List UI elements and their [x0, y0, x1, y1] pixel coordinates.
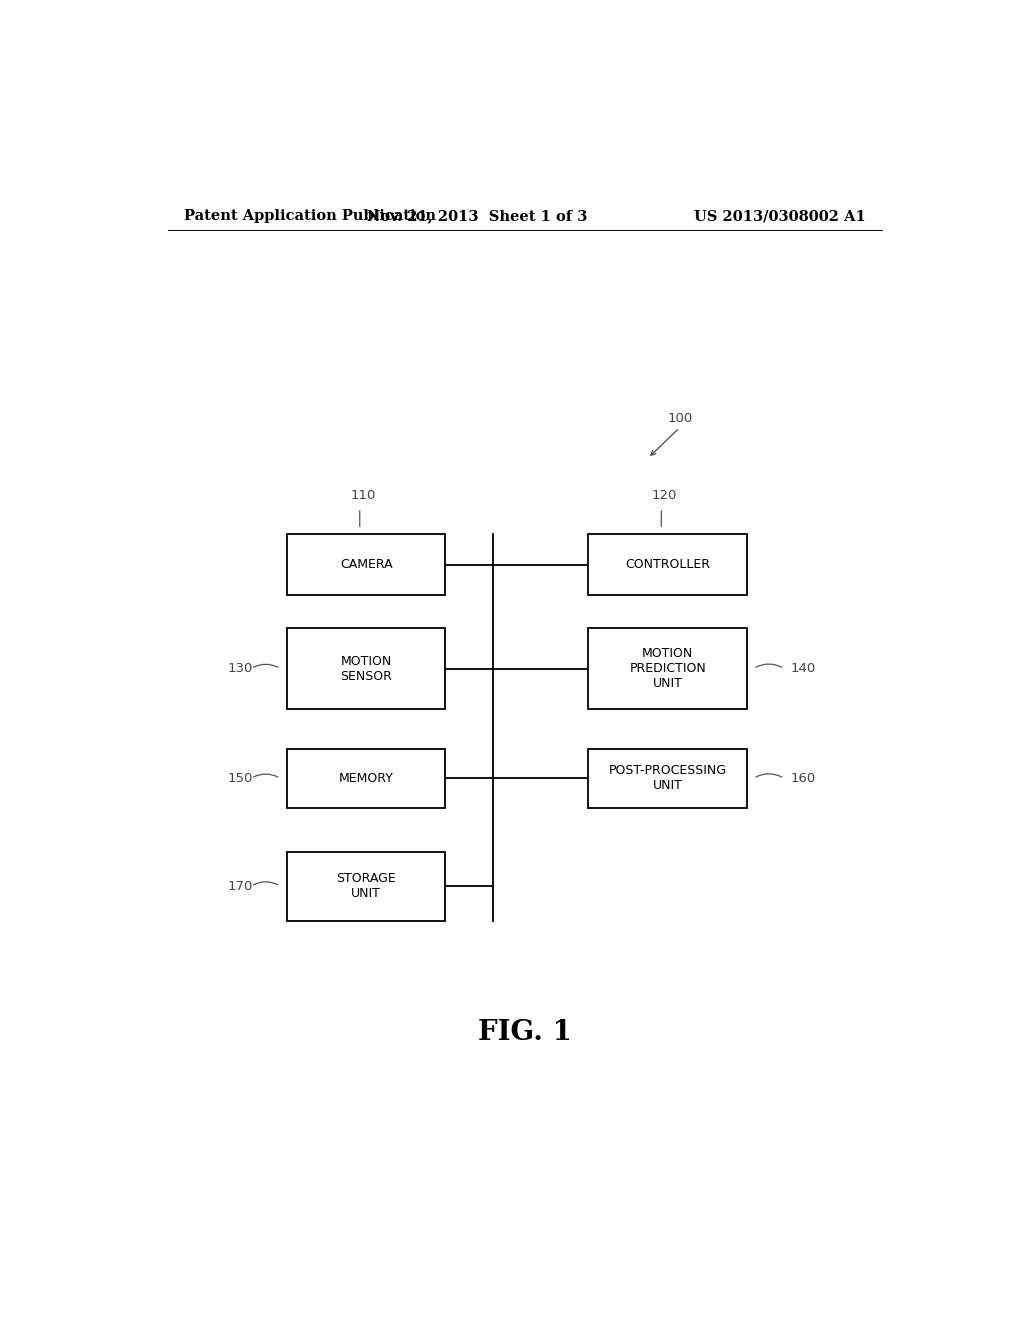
Text: 130: 130 [227, 663, 253, 675]
Text: CAMERA: CAMERA [340, 558, 392, 572]
Text: CONTROLLER: CONTROLLER [625, 558, 711, 572]
Bar [287, 628, 445, 709]
Text: 120: 120 [652, 488, 677, 502]
Bar [588, 748, 748, 808]
Bar [287, 535, 445, 595]
Bar [588, 628, 748, 709]
Text: 160: 160 [791, 772, 816, 785]
Text: 150: 150 [227, 772, 253, 785]
Text: 140: 140 [791, 663, 816, 675]
Text: MOTION
PREDICTION
UNIT: MOTION PREDICTION UNIT [630, 647, 706, 690]
Text: Nov. 21, 2013  Sheet 1 of 3: Nov. 21, 2013 Sheet 1 of 3 [367, 210, 588, 223]
Text: POST-PROCESSING
UNIT: POST-PROCESSING UNIT [608, 764, 727, 792]
Text: 110: 110 [350, 488, 376, 502]
Text: STORAGE
UNIT: STORAGE UNIT [336, 873, 396, 900]
Text: 100: 100 [668, 412, 693, 425]
Text: MOTION
SENSOR: MOTION SENSOR [340, 655, 392, 682]
Text: Patent Application Publication: Patent Application Publication [183, 210, 435, 223]
Bar [287, 748, 445, 808]
Text: 170: 170 [227, 879, 253, 892]
Bar [287, 851, 445, 921]
Text: FIG. 1: FIG. 1 [478, 1019, 571, 1045]
Bar [588, 535, 748, 595]
Text: MEMORY: MEMORY [339, 772, 393, 785]
Text: US 2013/0308002 A1: US 2013/0308002 A1 [694, 210, 866, 223]
